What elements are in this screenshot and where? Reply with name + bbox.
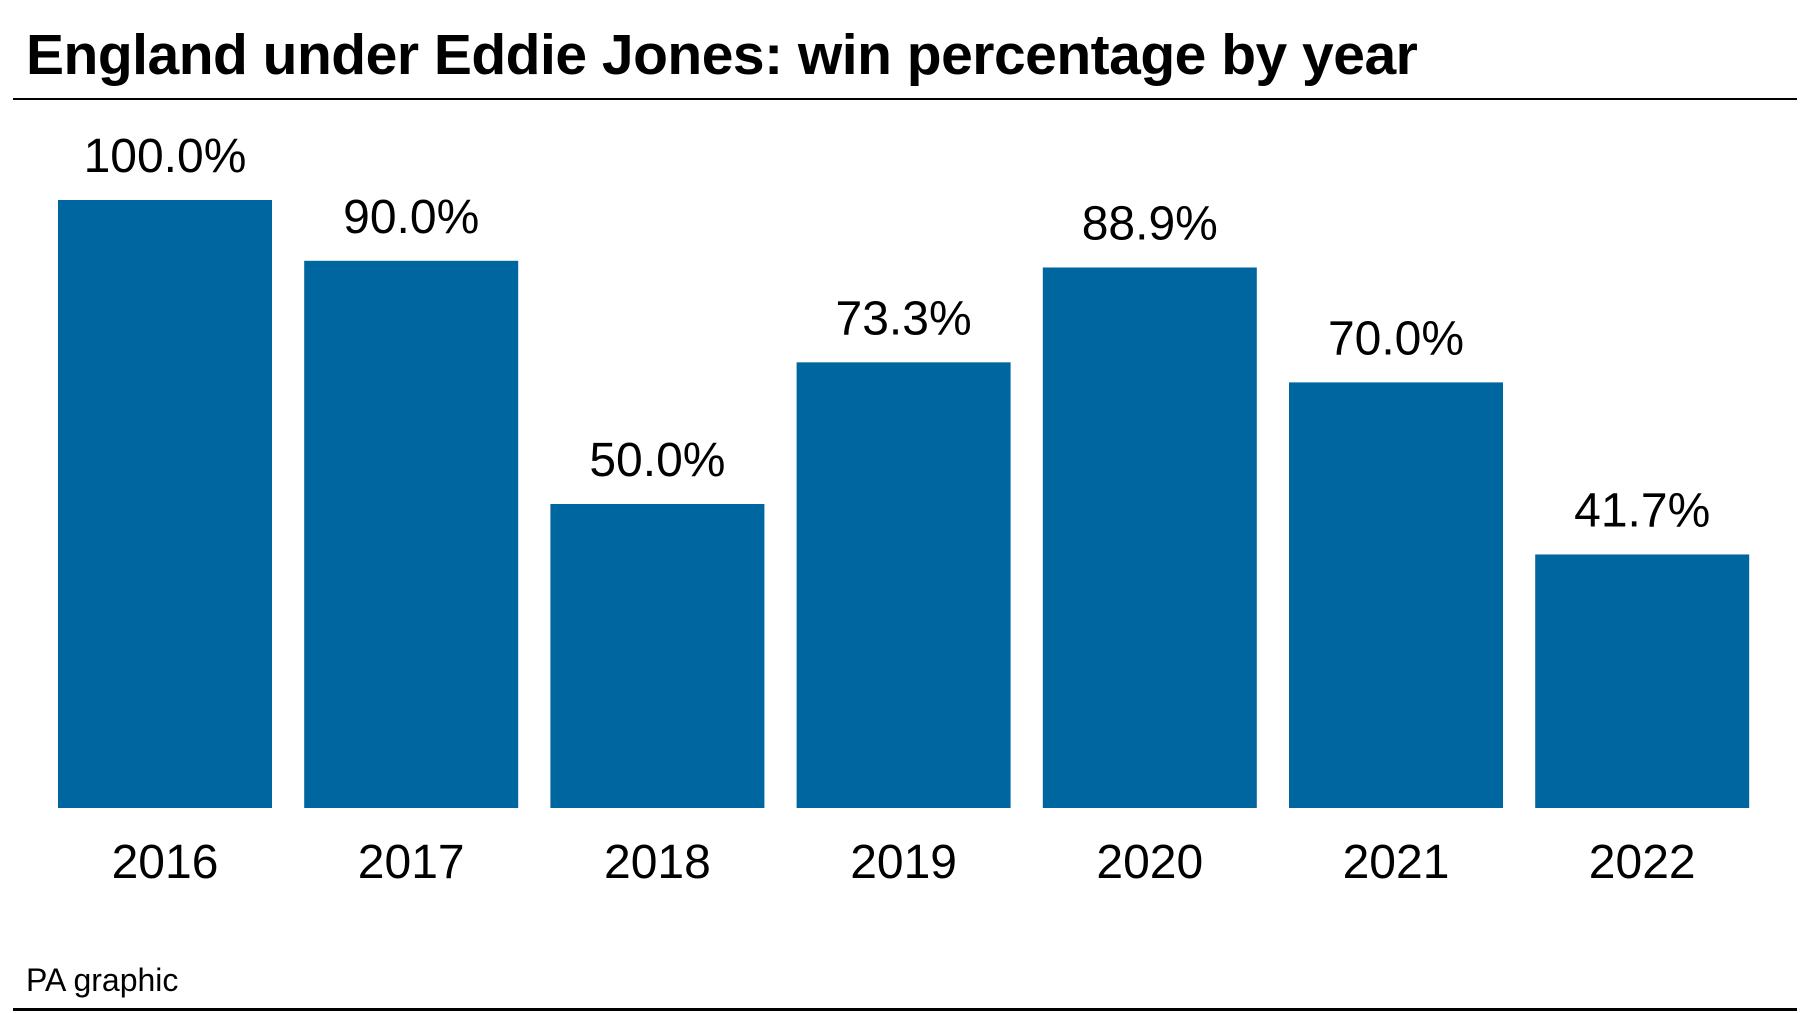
bar-chart: 100.0% 90.0% 50.0% 73.3% 88.9% 70.0% 41.7% 201… xyxy=(58,130,1750,889)
data-label-2021: 70.0% xyxy=(1328,312,1464,365)
x-tick-2016: 2016 xyxy=(112,836,219,889)
data-label-2017: 90.0% xyxy=(343,191,479,244)
x-tick-2019: 2019 xyxy=(850,836,957,889)
x-tick-2021: 2021 xyxy=(1343,836,1450,889)
chart-title: England under Eddie Jones: win percentag… xyxy=(26,23,1418,87)
bar-2016 xyxy=(58,200,272,808)
data-label-2022: 41.7% xyxy=(1574,484,1710,537)
data-label-2020: 88.9% xyxy=(1082,197,1218,250)
bar-2022 xyxy=(1535,554,1750,808)
footer-divider xyxy=(13,1008,1797,1011)
data-label-2016: 100.0% xyxy=(84,130,247,183)
bar-2019 xyxy=(796,362,1011,808)
data-label-2019: 73.3% xyxy=(836,292,972,345)
x-tick-2022: 2022 xyxy=(1589,836,1696,889)
bars-group xyxy=(58,200,1750,808)
title-divider xyxy=(13,98,1797,100)
data-label-2018: 50.0% xyxy=(589,434,725,487)
x-tick-2018: 2018 xyxy=(604,836,711,889)
source-credit: PA graphic xyxy=(26,962,179,998)
x-tick-2017: 2017 xyxy=(358,836,465,889)
bar-2021 xyxy=(1289,382,1503,808)
x-tick-2020: 2020 xyxy=(1096,836,1203,889)
x-tick-labels-group: 2016 2017 2018 2019 2020 2021 2022 xyxy=(112,836,1696,889)
bar-2018 xyxy=(550,504,765,808)
bar-2020 xyxy=(1042,267,1257,808)
bar-2017 xyxy=(304,260,519,808)
data-labels-group: 100.0% 90.0% 50.0% 73.3% 88.9% 70.0% 41.7% xyxy=(84,130,1711,537)
